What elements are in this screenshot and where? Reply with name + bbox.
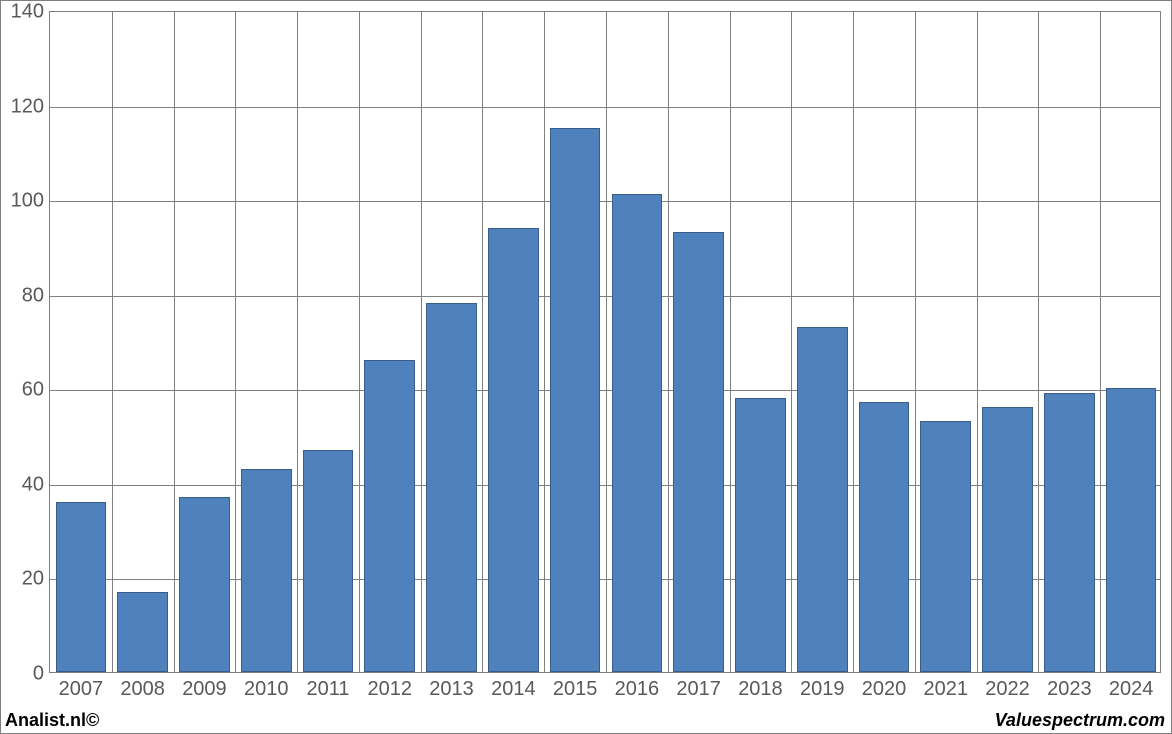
gridline-v: [668, 12, 669, 672]
x-tick-label: 2013: [429, 672, 474, 701]
x-tick-label: 2016: [615, 672, 660, 701]
x-tick-label: 2015: [553, 672, 598, 701]
bar: [797, 327, 848, 672]
bar: [735, 398, 786, 672]
footer-right: Valuespectrum.com: [995, 710, 1165, 731]
x-tick-label: 2010: [244, 672, 289, 701]
bar: [982, 407, 1033, 672]
bar: [117, 592, 168, 672]
y-tick-label: 60: [22, 379, 50, 402]
x-tick-label: 2024: [1109, 672, 1154, 701]
bar: [303, 450, 354, 672]
y-tick-label: 100: [11, 190, 50, 213]
x-tick-label: 2023: [1047, 672, 1092, 701]
x-tick-label: 2008: [120, 672, 165, 701]
bar: [1044, 393, 1095, 672]
gridline-h: [50, 201, 1160, 202]
gridline-v: [1038, 12, 1039, 672]
x-tick-label: 2009: [182, 672, 227, 701]
bar: [364, 360, 415, 672]
bar: [241, 469, 292, 672]
bar: [426, 303, 477, 672]
bar: [612, 194, 663, 672]
chart-frame: 0 20 40 60 80 100 120 140 2007 2008 2009 2010 2011 20…: [0, 0, 1172, 734]
x-tick-label: 2014: [491, 672, 536, 701]
gridline-v: [112, 12, 113, 672]
y-tick-label: 0: [33, 663, 50, 686]
gridline-v: [730, 12, 731, 672]
bar: [920, 421, 971, 672]
y-tick-label: 140: [11, 1, 50, 24]
bar: [673, 232, 724, 672]
gridline-v: [1100, 12, 1101, 672]
gridline-h: [50, 107, 1160, 108]
gridline-v: [544, 12, 545, 672]
y-tick-label: 120: [11, 95, 50, 118]
plot-area: 0204060801001201402007200820092010201120…: [49, 11, 1161, 673]
gridline-h: [50, 390, 1160, 391]
y-tick-label: 20: [22, 568, 50, 591]
x-tick-label: 2020: [862, 672, 907, 701]
bar: [179, 497, 230, 672]
bar: [488, 228, 539, 672]
y-tick-label: 40: [22, 473, 50, 496]
bar: [550, 128, 601, 672]
x-tick-label: 2018: [738, 672, 783, 701]
footer-left: Analist.nl©: [5, 710, 99, 731]
gridline-v: [791, 12, 792, 672]
gridline-v: [297, 12, 298, 672]
gridline-v: [359, 12, 360, 672]
gridline-h: [50, 296, 1160, 297]
gridline-v: [482, 12, 483, 672]
x-tick-label: 2017: [676, 672, 721, 701]
gridline-v: [235, 12, 236, 672]
y-tick-label: 80: [22, 284, 50, 307]
x-tick-label: 2007: [59, 672, 104, 701]
x-tick-label: 2021: [924, 672, 969, 701]
gridline-v: [853, 12, 854, 672]
x-tick-label: 2022: [985, 672, 1030, 701]
bar: [56, 502, 107, 672]
gridline-v: [606, 12, 607, 672]
gridline-v: [915, 12, 916, 672]
x-tick-label: 2012: [368, 672, 413, 701]
x-tick-label: 2011: [306, 672, 349, 701]
gridline-v: [174, 12, 175, 672]
x-tick-label: 2019: [800, 672, 845, 701]
gridline-v: [421, 12, 422, 672]
bar: [1106, 388, 1157, 672]
gridline-v: [977, 12, 978, 672]
bar: [859, 402, 910, 672]
